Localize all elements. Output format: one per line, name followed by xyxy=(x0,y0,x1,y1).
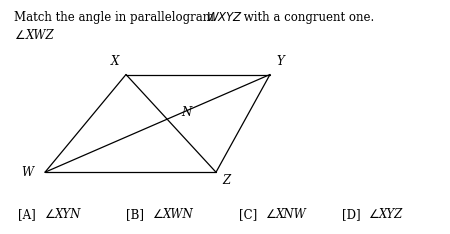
Text: XWZ: XWZ xyxy=(26,29,55,42)
Text: $\angle$: $\angle$ xyxy=(14,29,25,42)
Text: XYN: XYN xyxy=(55,208,81,221)
Text: XWN: XWN xyxy=(163,208,194,221)
Text: $\it{WXYZ}$: $\it{WXYZ}$ xyxy=(206,11,243,24)
Text: [A]: [A] xyxy=(18,208,36,221)
Text: X: X xyxy=(111,55,119,68)
Text: N: N xyxy=(181,106,192,119)
Text: $\angle$: $\angle$ xyxy=(44,208,55,221)
Text: $\angle$: $\angle$ xyxy=(152,208,163,221)
Text: XNW: XNW xyxy=(275,208,306,221)
Text: [C]: [C] xyxy=(238,208,257,221)
Text: $\angle$: $\angle$ xyxy=(368,208,379,221)
Text: Match the angle in parallelogram: Match the angle in parallelogram xyxy=(14,11,217,24)
Text: [D]: [D] xyxy=(342,208,360,221)
Text: Y: Y xyxy=(277,55,284,68)
Text: [B]: [B] xyxy=(126,208,144,221)
Text: $\angle$: $\angle$ xyxy=(265,208,276,221)
Text: W: W xyxy=(22,166,34,179)
Text: XYZ: XYZ xyxy=(379,208,403,221)
Text: Z: Z xyxy=(223,174,231,187)
Text: with a congruent one.: with a congruent one. xyxy=(240,11,374,24)
